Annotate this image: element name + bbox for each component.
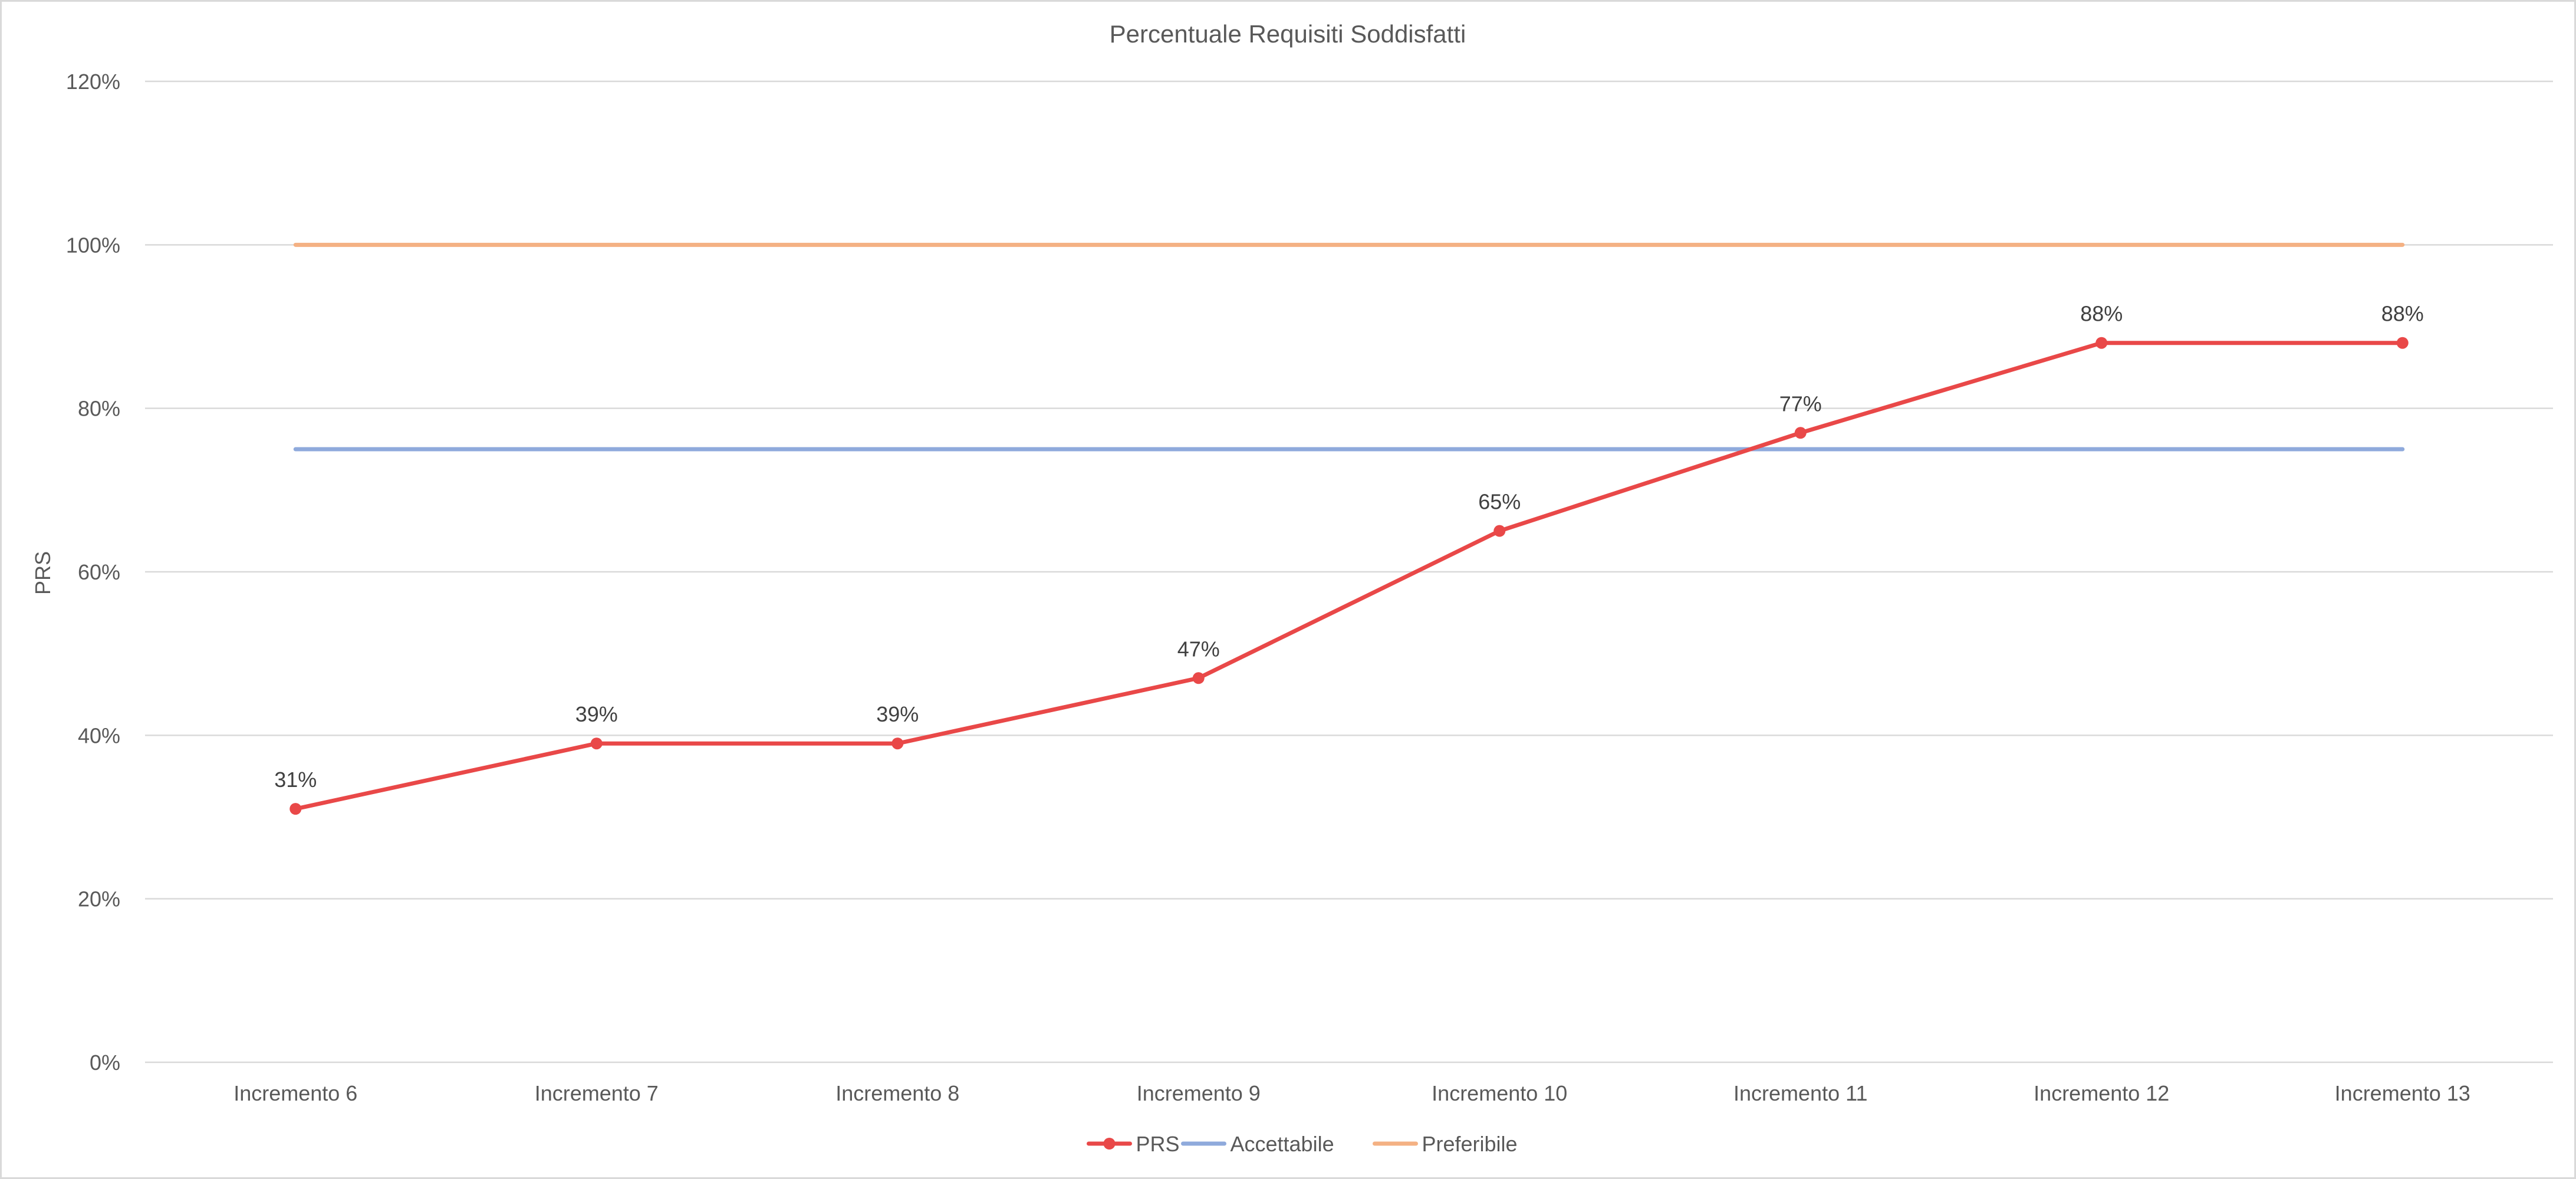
x-axis-ticks: Incremento 6 Incremento 7 Incremento 8 Incr… (233, 1081, 2470, 1105)
y-tick-label: 40% (78, 723, 120, 747)
legend-item-prs: PRS (1087, 1132, 1180, 1156)
legend-label: Accettabile (1231, 1132, 1334, 1156)
data-point (590, 737, 603, 750)
y-tick-label: 60% (78, 560, 120, 584)
data-point (1493, 525, 1506, 537)
data-labels: 31% 39% 39% 47% 65% 77% 88% 88% (274, 302, 2424, 792)
data-point (1192, 672, 1205, 684)
data-label: 88% (2080, 302, 2123, 326)
data-point (891, 737, 904, 750)
y-tick-label: 20% (78, 887, 120, 911)
x-tick-label: Incremento 7 (535, 1081, 659, 1105)
data-label: 65% (1478, 490, 1521, 514)
legend-item-preferibile: Preferibile (1373, 1132, 1518, 1156)
series-line-prs (293, 341, 2405, 811)
series-lines (289, 242, 2409, 815)
data-label: 77% (1779, 391, 1822, 416)
data-label: 39% (876, 702, 919, 726)
data-point (289, 803, 302, 815)
x-tick-label: Incremento 10 (1432, 1081, 1567, 1105)
y-axis-ticks: 0% 20% 40% 60% 80% 100% 120% (66, 70, 120, 1075)
y-tick-label: 80% (78, 397, 120, 421)
x-tick-label: Incremento 9 (1137, 1081, 1261, 1105)
legend-label: Preferibile (1422, 1132, 1518, 1156)
y-axis-label: PRS (31, 551, 55, 595)
legend: PRS Accettabile Preferibile (1087, 1132, 1518, 1156)
data-label: 39% (575, 702, 618, 726)
x-tick-label: Incremento 13 (2335, 1081, 2470, 1105)
y-tick-label: 0% (90, 1050, 120, 1075)
data-point (1794, 427, 1807, 439)
legend-label: PRS (1136, 1132, 1180, 1156)
legend-marker (1103, 1138, 1116, 1150)
legend-item-accettabile: Accettabile (1181, 1132, 1334, 1156)
data-point (2095, 337, 2108, 349)
x-tick-label: Incremento 11 (1733, 1081, 1867, 1105)
data-point (2396, 337, 2409, 349)
y-tick-label: 120% (66, 70, 120, 94)
x-tick-label: Incremento 12 (2034, 1081, 2169, 1105)
data-label: 88% (2381, 302, 2424, 326)
data-label: 31% (274, 768, 317, 792)
data-label: 47% (1177, 637, 1220, 661)
x-tick-label: Incremento 6 (233, 1081, 357, 1105)
gridlines (145, 80, 2553, 1063)
x-tick-label: Incremento 8 (835, 1081, 959, 1105)
chart-title: Percentuale Requisiti Soddisfatti (1110, 20, 1466, 48)
y-tick-label: 100% (66, 233, 120, 257)
